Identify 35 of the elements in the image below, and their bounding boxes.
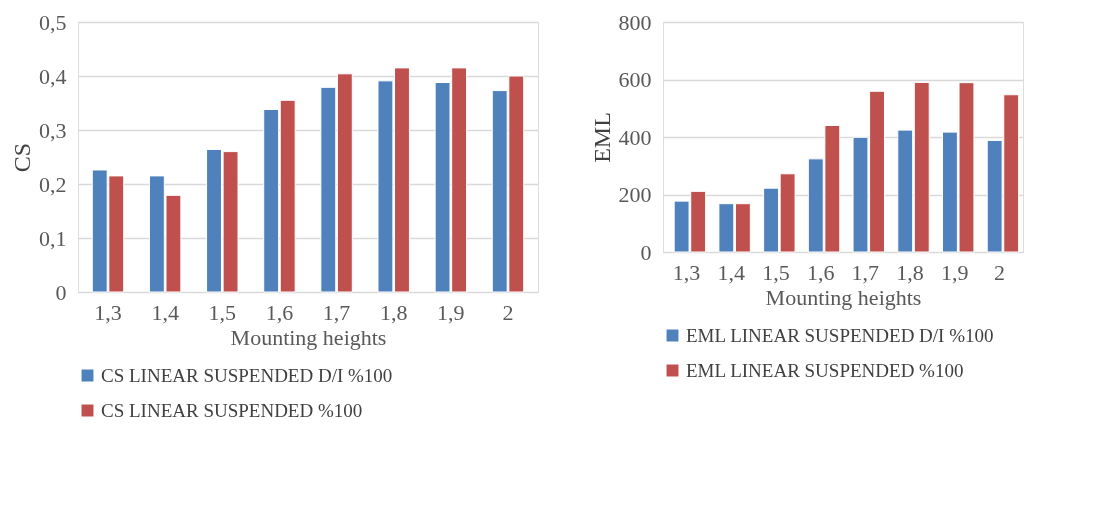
y-tick-label: 0,4 bbox=[39, 63, 67, 89]
x-axis-title: Mounting heights bbox=[765, 284, 922, 310]
x-tick-label: 1,3 bbox=[672, 259, 701, 285]
y-axis-title: EML bbox=[588, 112, 615, 163]
x-tick-label: 2 bbox=[994, 259, 1006, 285]
x-tick-label: 1,8 bbox=[379, 299, 408, 325]
legend-label: EML LINEAR SUSPENDED %100 bbox=[686, 359, 964, 381]
y-tick-label: 800 bbox=[618, 9, 652, 35]
x-tick-label: 1,6 bbox=[265, 299, 294, 325]
x-tick-label: 1,7 bbox=[322, 299, 351, 325]
x-tick-label: 2 bbox=[502, 299, 514, 325]
x-tick-label: 1,3 bbox=[94, 299, 122, 325]
y-tick-label: 0,5 bbox=[39, 9, 67, 35]
x-tick-label: 1,8 bbox=[896, 259, 924, 285]
y-tick-label: 600 bbox=[618, 67, 652, 92]
legend-label: EML LINEAR SUSPENDED D/I %100 bbox=[686, 324, 994, 346]
legend-label: CS LINEAR SUSPENDED %100 bbox=[101, 399, 363, 421]
y-tick-label: 0,3 bbox=[39, 117, 67, 143]
y-tick-label: 0 bbox=[640, 239, 652, 265]
y-tick-label: 400 bbox=[618, 124, 652, 150]
x-tick-label: 1,9 bbox=[941, 259, 969, 285]
x-tick-label: 1,9 bbox=[437, 299, 465, 325]
y-tick-label: 0 bbox=[55, 279, 67, 305]
x-tick-label: 1,7 bbox=[851, 259, 880, 285]
y-tick-label: 0,2 bbox=[39, 171, 67, 197]
x-tick-label: 1,5 bbox=[762, 259, 790, 285]
x-axis-title: Mounting heights bbox=[230, 324, 387, 350]
y-tick-label: 200 bbox=[618, 182, 652, 207]
y-axis-title: CS bbox=[9, 142, 35, 173]
x-tick-label: 1,6 bbox=[806, 259, 835, 285]
x-tick-label: 1,4 bbox=[151, 299, 179, 325]
x-tick-label: 1,5 bbox=[208, 299, 237, 325]
x-tick-label: 1,4 bbox=[717, 259, 745, 285]
y-tick-label: 0,1 bbox=[39, 225, 67, 251]
legend-label: CS LINEAR SUSPENDED D/I %100 bbox=[101, 364, 393, 386]
